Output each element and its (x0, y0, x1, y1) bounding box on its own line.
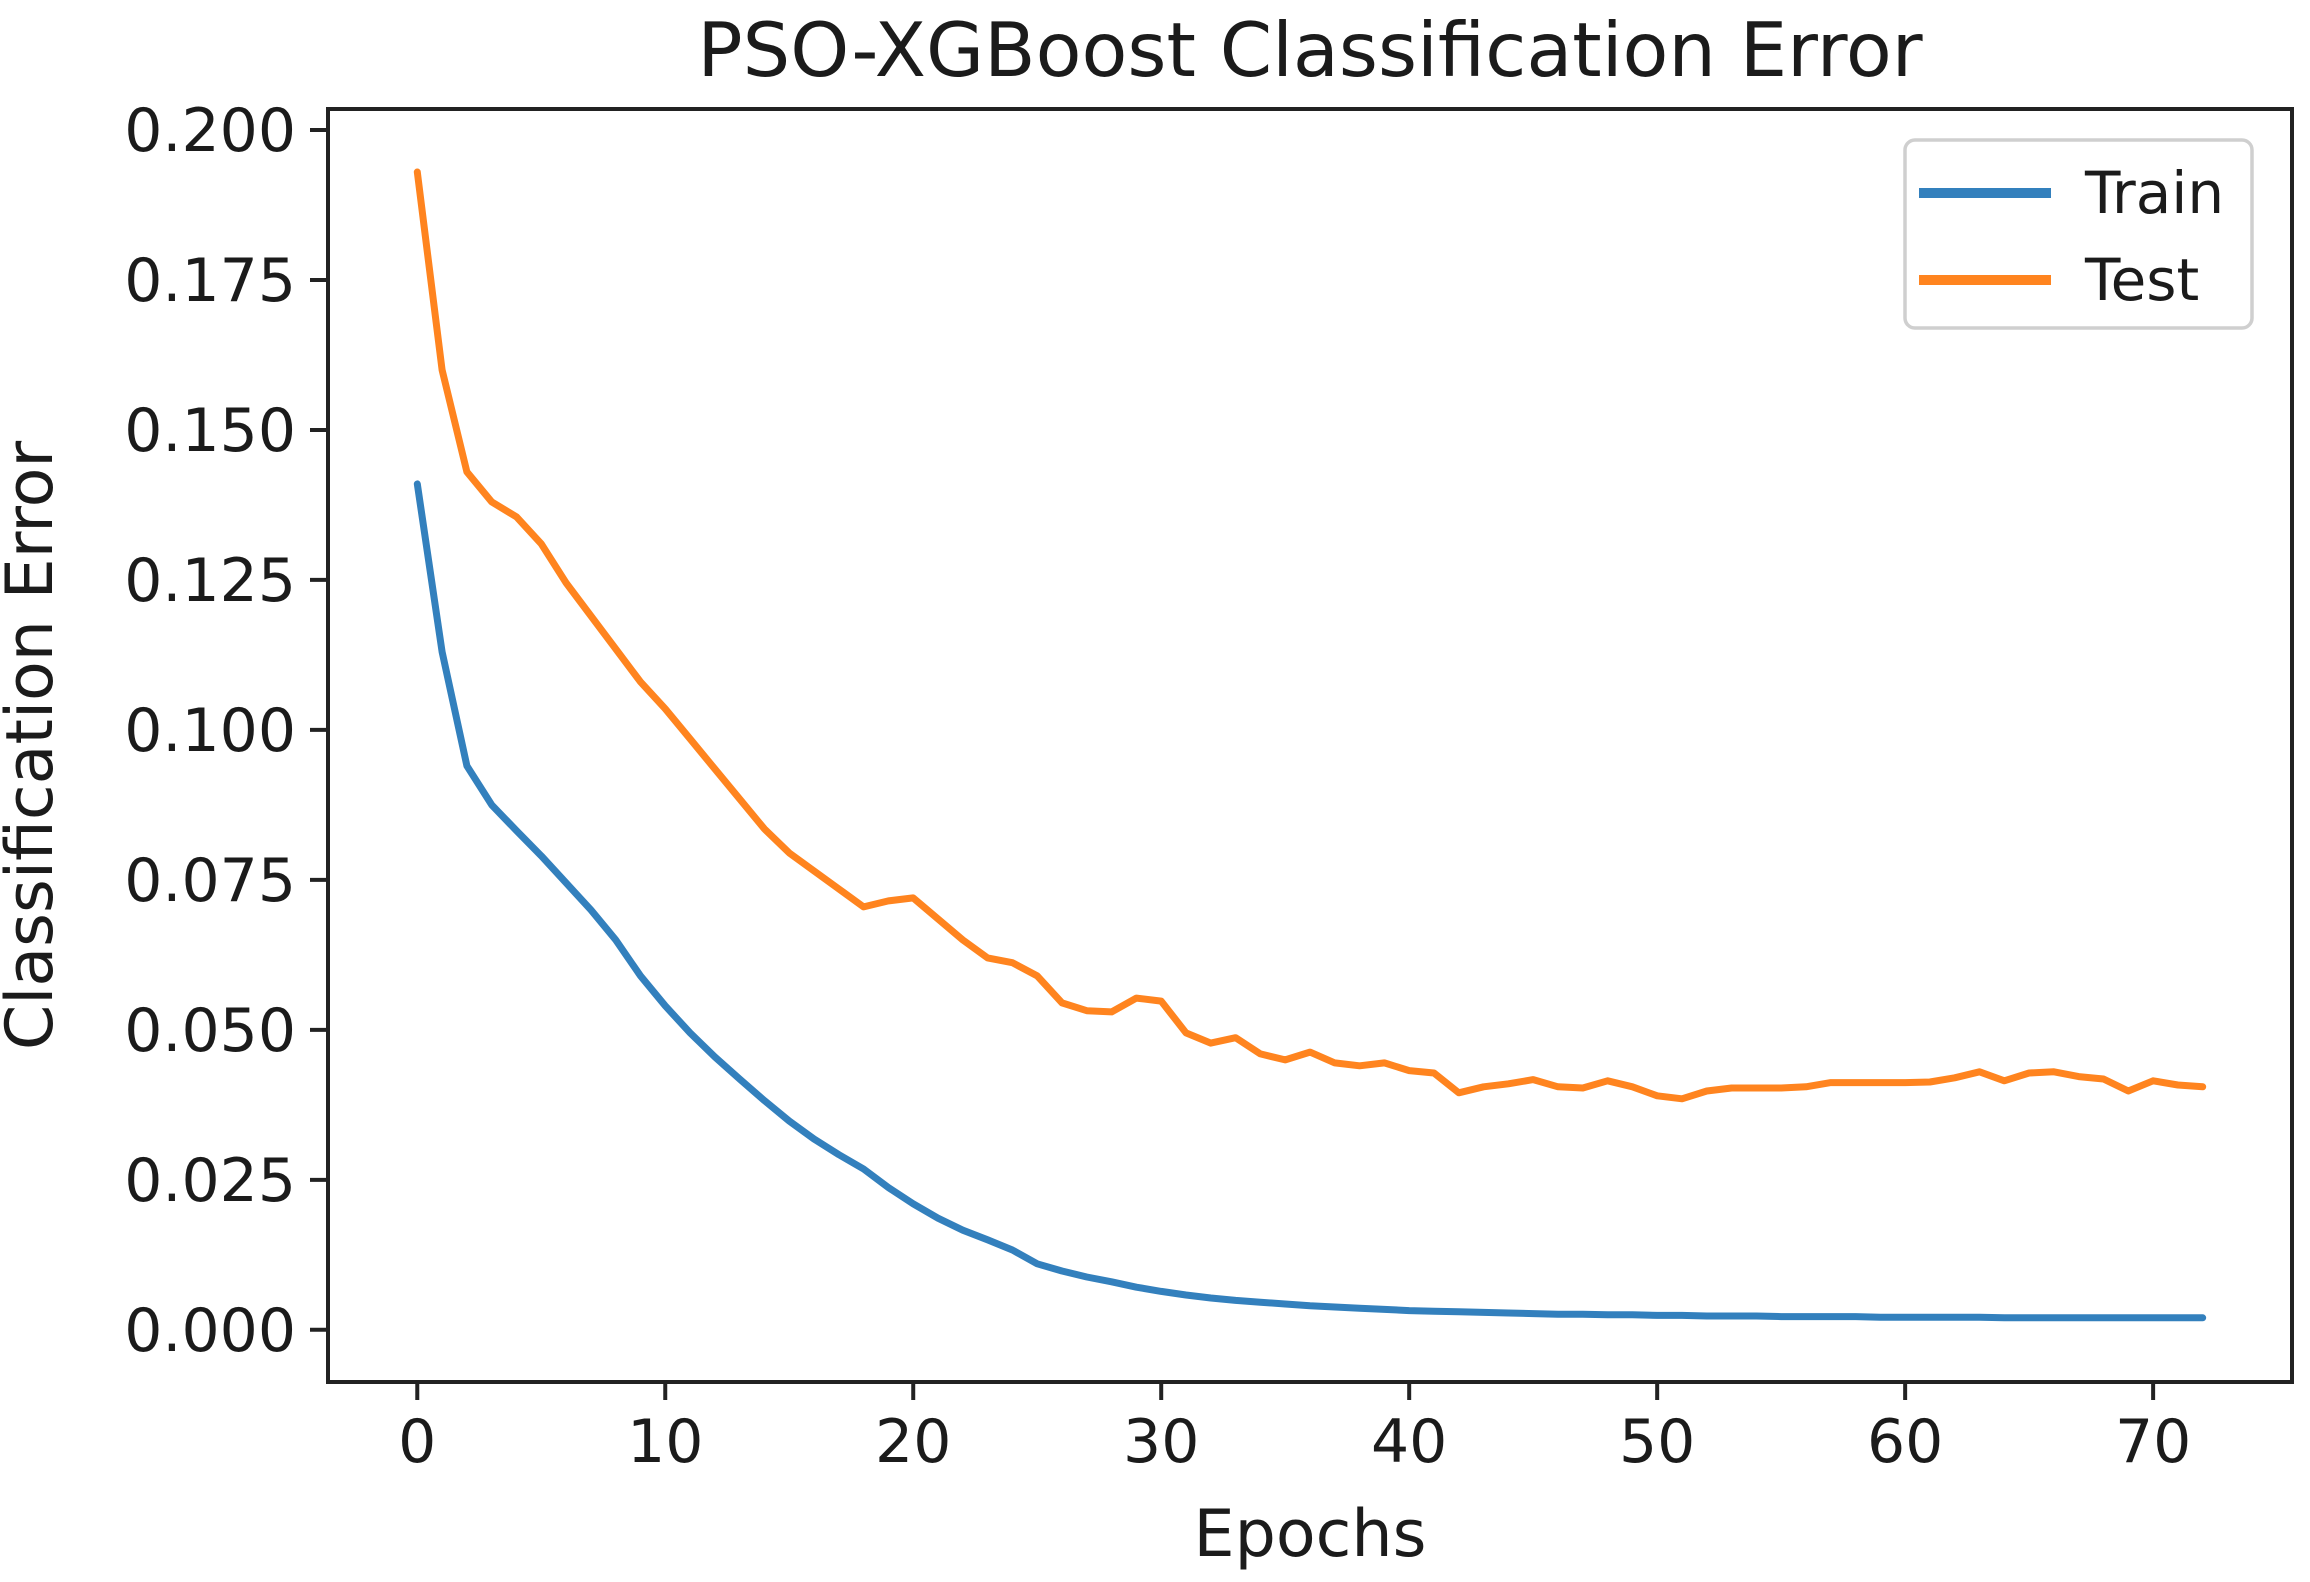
legend-test-label: Test (2084, 246, 2199, 314)
x-tick-label: 10 (627, 1407, 703, 1477)
test-line (413, 168, 2207, 1103)
y-tick-label: 0.100 (124, 696, 296, 766)
x-tick-label: 20 (875, 1407, 951, 1477)
y-tick-label: 0.025 (124, 1146, 296, 1216)
x-tick-label: 60 (1867, 1407, 1943, 1477)
y-tick-label: 0.125 (124, 546, 296, 616)
x-tick-label: 40 (1371, 1407, 1447, 1477)
y-tick-label: 0.200 (124, 96, 296, 166)
legend-train-label: Train (2084, 159, 2224, 227)
chart-title: PSO-XGBoost Classification Error (697, 6, 1922, 94)
y-tick-label: 0.050 (124, 996, 296, 1066)
y-tick-label: 0.000 (124, 1296, 296, 1366)
train-line (413, 480, 2207, 1322)
x-tick-label: 0 (398, 1407, 436, 1477)
y-tick-label: 0.150 (124, 396, 296, 466)
x-tick-label: 50 (1619, 1407, 1695, 1477)
x-axis-label: Epochs (1194, 1497, 1427, 1572)
x-tick-label: 30 (1123, 1407, 1199, 1477)
plot-border (326, 107, 2294, 1384)
y-tick-label: 0.175 (124, 246, 296, 316)
x-tick-label: 70 (2115, 1407, 2191, 1477)
y-axis-label: Classification Error (0, 441, 68, 1050)
y-tick-label: 0.075 (124, 846, 296, 916)
